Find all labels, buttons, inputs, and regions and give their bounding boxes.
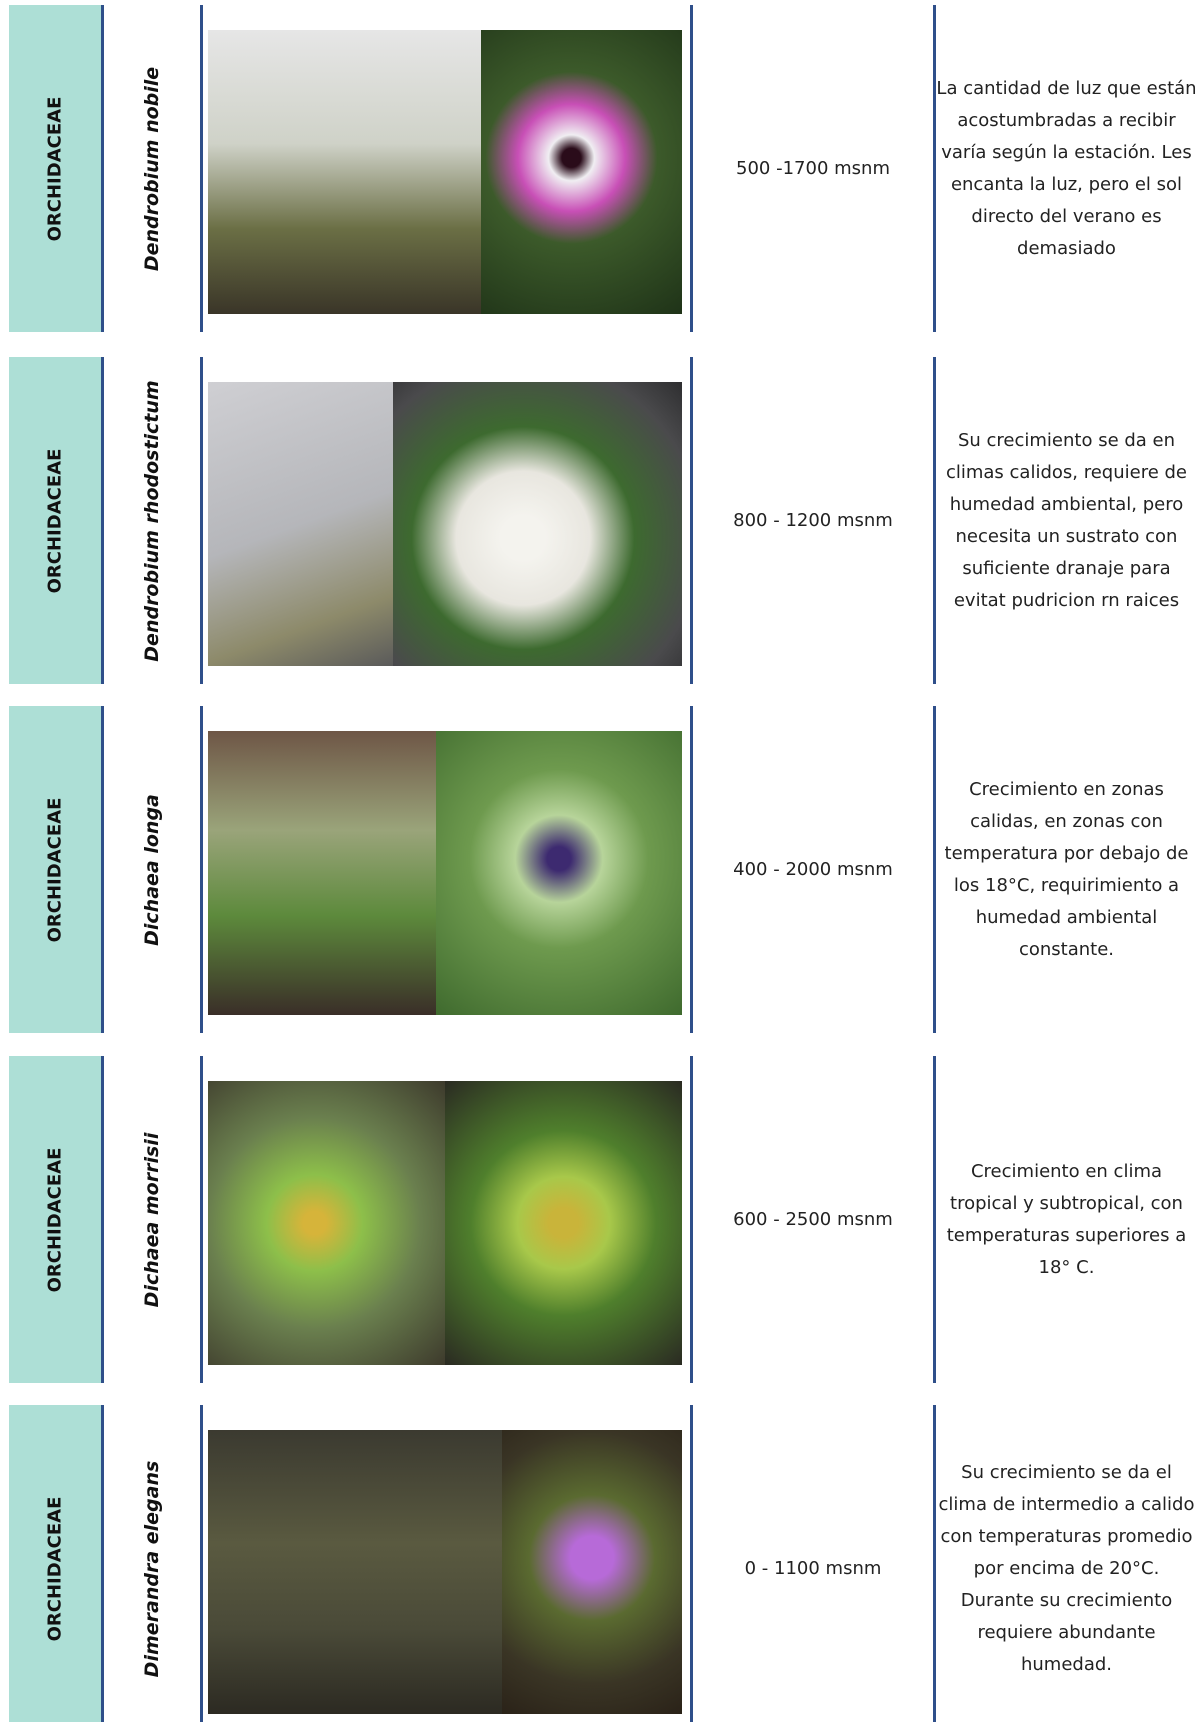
species-cell: Dimerandra elegans xyxy=(104,1405,203,1722)
description: La cantidad de luz que están acostumbrad… xyxy=(936,77,1197,259)
family-cell: ORCHIDACEAE xyxy=(9,706,104,1033)
family-name: ORCHIDACEAE xyxy=(44,797,66,942)
photo-cell xyxy=(203,5,693,332)
photo-strip xyxy=(208,30,682,314)
species-name: Dendrobium rhodostictum xyxy=(141,379,163,662)
family-cell: ORCHIDACEAE xyxy=(9,1056,104,1383)
family-name: ORCHIDACEAE xyxy=(44,1147,66,1292)
photo-cell xyxy=(203,1405,693,1722)
altitude: 0 - 1100 msnm xyxy=(693,1405,936,1722)
species-cell: Dendrobium nobile xyxy=(104,5,203,332)
photo xyxy=(501,1430,682,1714)
photo xyxy=(435,731,682,1015)
table-row: ORCHIDACEAE Dendrobium rhodostictum 800 - … xyxy=(0,357,1197,684)
altitude: 600 - 2500 msnm xyxy=(693,1056,936,1383)
description: Crecimiento en zonas calidas, en zonas c… xyxy=(944,778,1189,960)
species-cell: Dendrobium rhodostictum xyxy=(104,357,203,684)
photo-cell xyxy=(203,357,693,684)
table-row: ORCHIDACEAE Dichaea morrisii 600 - 2500 ms… xyxy=(0,1056,1197,1383)
photo xyxy=(208,1430,502,1714)
photo-cell xyxy=(203,706,693,1033)
species-cell: Dichaea longa xyxy=(104,706,203,1033)
photo-strip xyxy=(208,382,682,666)
table-row: ORCHIDACEAE Dendrobium nobile 500 -1700 ms… xyxy=(0,5,1197,332)
altitude: 500 -1700 msnm xyxy=(693,5,936,332)
description: Su crecimiento se da en climas calidos, … xyxy=(945,429,1188,611)
photo xyxy=(392,382,682,666)
photo xyxy=(208,731,436,1015)
family-name: ORCHIDACEAE xyxy=(44,448,66,593)
family-cell: ORCHIDACEAE xyxy=(9,357,104,684)
description: Su crecimiento se da el clima de interme… xyxy=(938,1461,1195,1675)
table-row: ORCHIDACEAE Dimerandra elegans 0 - 1100 ms… xyxy=(0,1405,1197,1722)
photo xyxy=(480,30,682,314)
family-name: ORCHIDACEAE xyxy=(44,1496,66,1641)
family-cell: ORCHIDACEAE xyxy=(9,1405,104,1722)
photo xyxy=(445,1081,682,1365)
photo xyxy=(208,30,481,314)
photo xyxy=(208,1081,445,1365)
photo-strip xyxy=(208,1430,682,1714)
species-name: Dendrobium nobile xyxy=(141,66,163,271)
family-cell: ORCHIDACEAE xyxy=(9,5,104,332)
species-name: Dichaea morrisii xyxy=(141,1132,163,1307)
altitude: 400 - 2000 msnm xyxy=(693,706,936,1033)
species-name: Dichaea longa xyxy=(141,793,163,946)
table-row: ORCHIDACEAE Dichaea longa 400 - 2000 msnm C… xyxy=(0,706,1197,1033)
species-name: Dimerandra elegans xyxy=(141,1460,163,1677)
description: Crecimiento en clima tropical y subtropi… xyxy=(946,1160,1187,1278)
photo-cell xyxy=(203,1056,693,1383)
photo xyxy=(208,382,393,666)
altitude: 800 - 1200 msnm xyxy=(693,357,936,684)
photo-strip xyxy=(208,1081,682,1365)
photo-strip xyxy=(208,731,682,1015)
family-name: ORCHIDACEAE xyxy=(44,96,66,241)
species-cell: Dichaea morrisii xyxy=(104,1056,203,1383)
